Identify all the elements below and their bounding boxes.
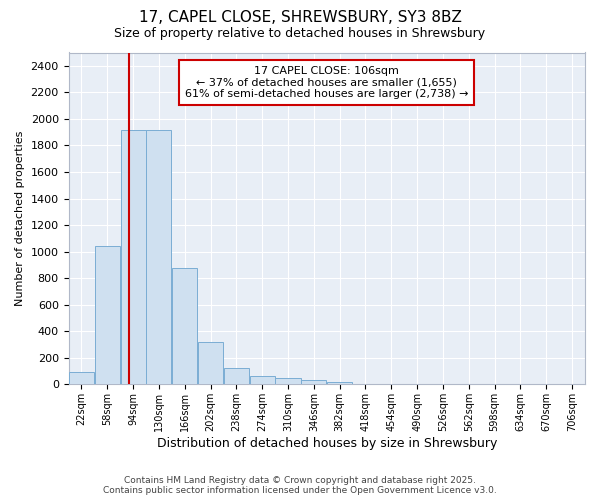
Bar [95,246,120,384]
Bar [121,130,146,384]
Text: Size of property relative to detached houses in Shrewsbury: Size of property relative to detached ho… [115,28,485,40]
Text: 17 CAPEL CLOSE: 106sqm
← 37% of detached houses are smaller (1,655)
61% of semi-: 17 CAPEL CLOSE: 106sqm ← 37% of detached… [185,66,469,99]
X-axis label: Distribution of detached houses by size in Shrewsbury: Distribution of detached houses by size … [157,437,497,450]
Bar [172,268,197,384]
Bar [327,382,352,384]
Bar [146,130,172,384]
Bar [198,342,223,384]
Bar [275,378,301,384]
Bar [69,372,94,384]
Text: Contains HM Land Registry data © Crown copyright and database right 2025.
Contai: Contains HM Land Registry data © Crown c… [103,476,497,495]
Bar [301,380,326,384]
Text: 17, CAPEL CLOSE, SHREWSBURY, SY3 8BZ: 17, CAPEL CLOSE, SHREWSBURY, SY3 8BZ [139,10,461,25]
Y-axis label: Number of detached properties: Number of detached properties [15,131,25,306]
Bar [224,368,249,384]
Bar [250,376,275,384]
